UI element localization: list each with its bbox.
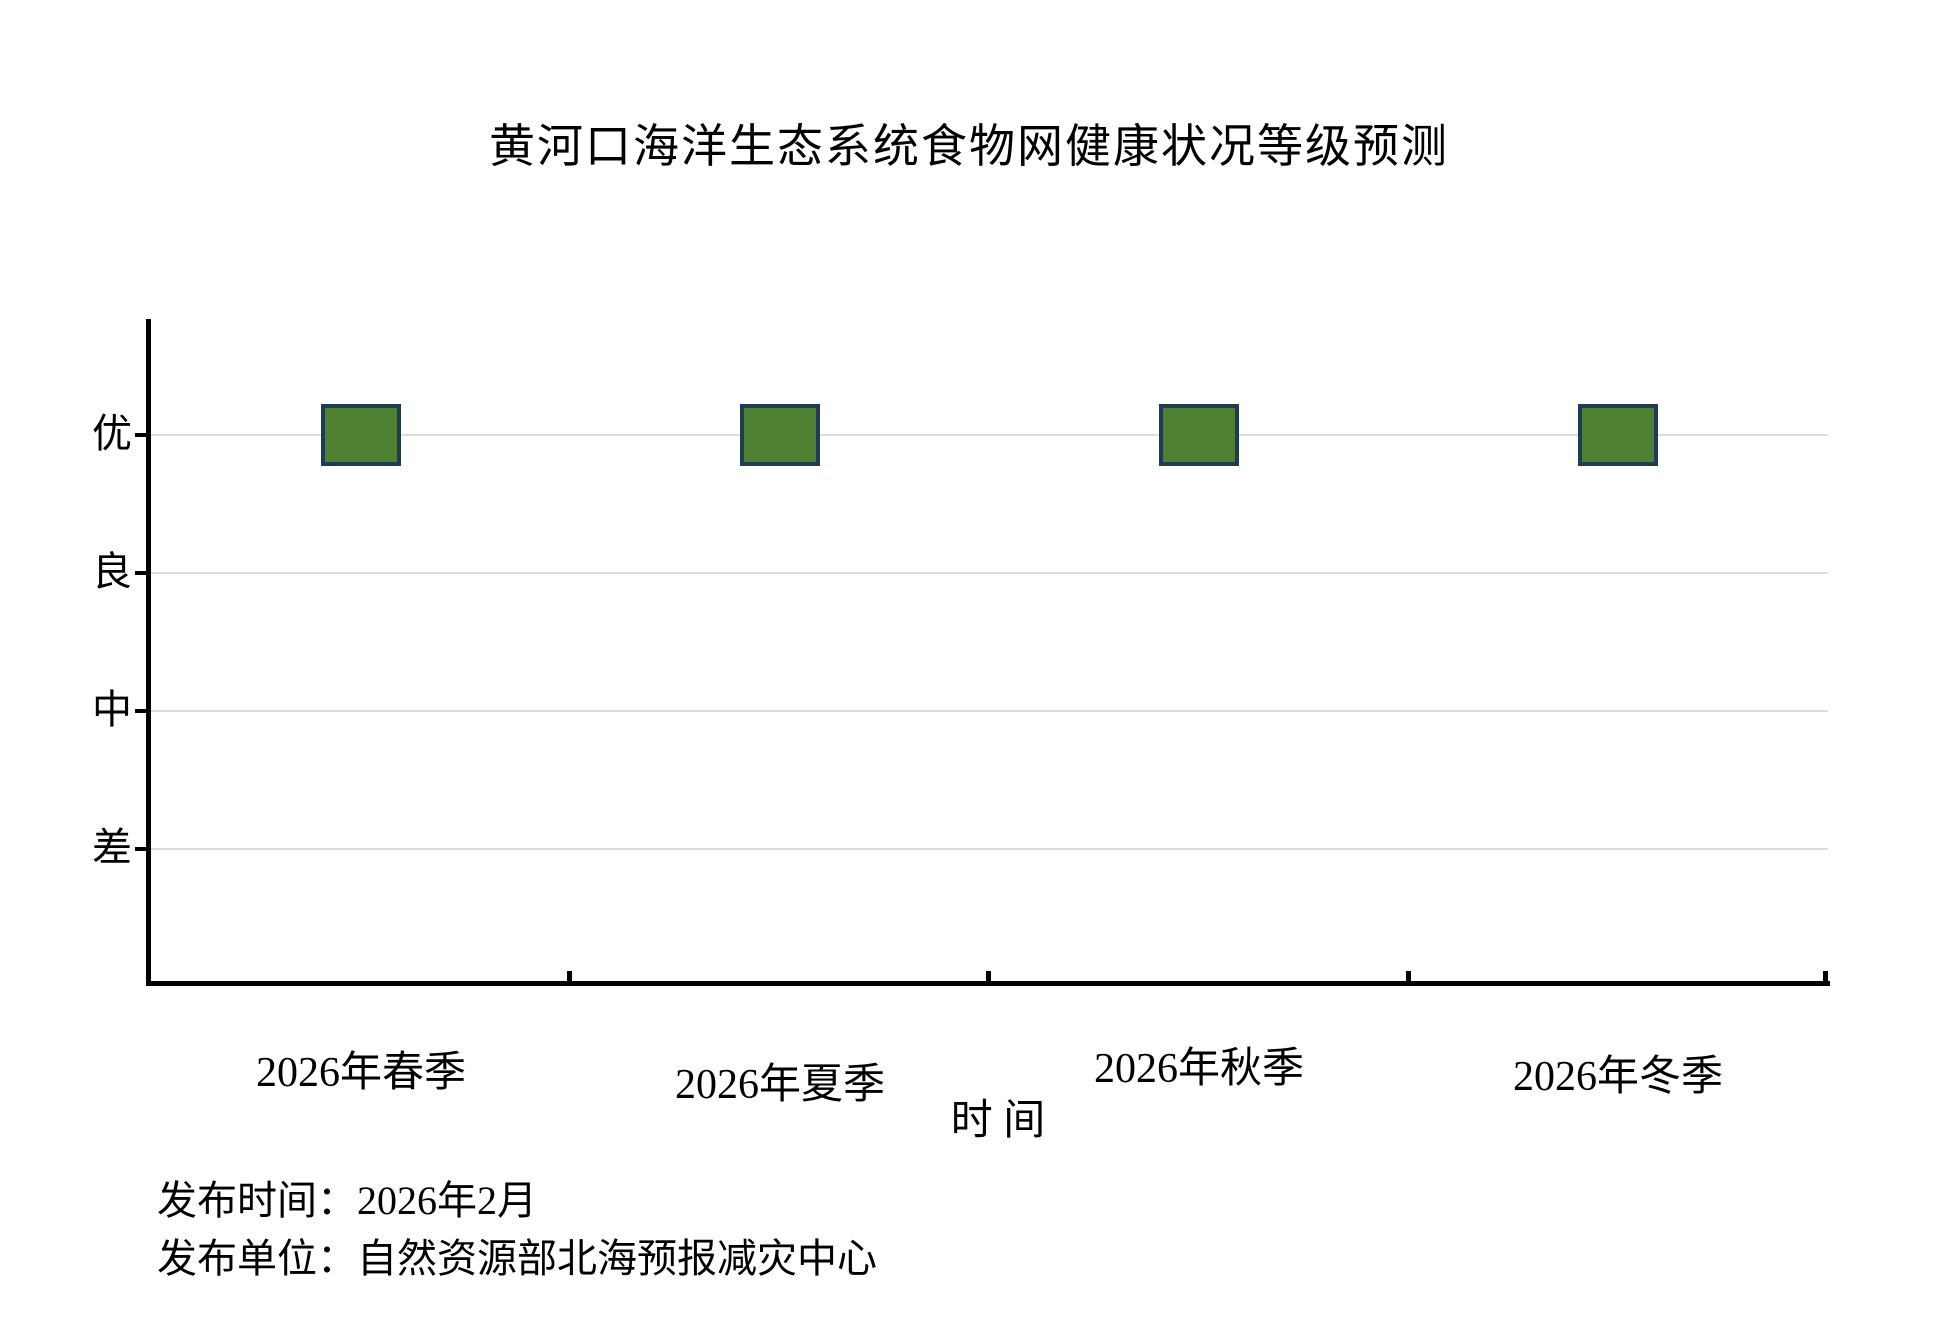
y-label-medium: 中 [92,687,132,732]
chart-title: 黄河口海洋生态系统食物网健康状况等级预测 [489,121,1449,172]
y-tick-poor [135,847,146,851]
x-tick-boundary-1 [567,971,572,981]
y-label-good: 良 [92,549,132,594]
y-axis-line [146,319,151,986]
marker-autumn-excellent [1159,404,1239,466]
x-tick-boundary-2 [986,971,991,981]
gridline-good [151,572,1828,574]
x-label-autumn-2026: 2026年秋季 [1093,1046,1304,1092]
x-axis-title: 时 间 [950,1098,1046,1144]
y-tick-excellent [135,433,146,437]
gridline-medium [151,710,1828,712]
x-axis-line [146,981,1830,986]
x-tick-boundary-4 [1823,971,1828,981]
release-time-note: 发布时间：2026年2月 [157,1178,537,1223]
gridline-poor [151,848,1828,850]
y-label-excellent: 优 [92,411,132,456]
release-unit-note: 发布单位：自然资源部北海预报减灾中心 [157,1236,877,1281]
marker-spring-excellent [321,404,401,466]
y-tick-good [135,571,146,575]
y-tick-medium [135,709,146,713]
marker-winter-excellent [1578,404,1658,466]
marker-summer-excellent [740,404,820,466]
x-label-winter-2026: 2026年冬季 [1512,1054,1723,1100]
x-label-summer-2026: 2026年夏季 [674,1062,885,1108]
y-label-poor: 差 [92,825,132,870]
x-tick-boundary-3 [1406,971,1411,981]
x-label-spring-2026: 2026年春季 [255,1050,466,1096]
gridline-excellent [151,434,1828,436]
